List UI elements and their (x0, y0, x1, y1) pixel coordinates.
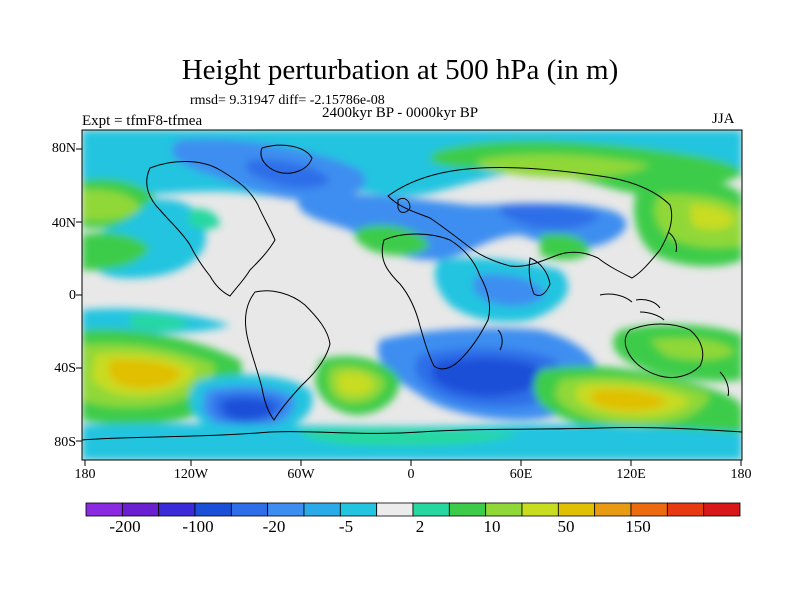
coast-australia (624, 323, 704, 379)
colorbar-swatch-17 (703, 502, 741, 517)
experiment-label: Expt = tfmF8-tfmea (82, 113, 203, 129)
coast-greenland (260, 144, 313, 174)
colorbar-swatch-2 (158, 502, 196, 517)
lon-tick-180e: 180 (730, 467, 752, 482)
colorbar-label-1: -100 (182, 517, 214, 536)
contour-na-lime (82, 189, 140, 221)
lon-tick-60e: 60E (509, 467, 533, 482)
coast-india (528, 257, 551, 297)
contour-southern-ocean-olive (590, 389, 668, 411)
coast-north-america (146, 161, 276, 297)
coast-antarctica (82, 426, 742, 441)
colorbar-swatch-14 (594, 502, 632, 517)
colorbar-swatch-9 (412, 502, 450, 517)
contour-nw-green (82, 232, 150, 271)
lat-tick-80s: 80S (54, 435, 76, 450)
lon-tick-120e: 120E (616, 467, 646, 482)
period-text: 2400kyr BP - 0000kyr BP (322, 105, 479, 121)
contour-south-atlantic-deepest (431, 358, 545, 397)
contour-indian-lime (650, 338, 735, 360)
colorbar-swatch-0 (85, 502, 123, 517)
contour-nw-teal (188, 208, 220, 230)
lat-tick-40n: 40N (51, 216, 76, 231)
axis-ticks (76, 148, 742, 466)
lon-tick-180w: 180 (74, 467, 96, 482)
colorbar-label-0: -200 (109, 517, 141, 536)
contour-s-atlantic-yellow (337, 372, 374, 396)
contour-asia-lime (477, 154, 650, 178)
colorbar-swatch-7 (339, 502, 378, 517)
colorbar-swatch-1 (121, 502, 160, 517)
colorbar-swatch-11 (485, 502, 523, 517)
lon-tick-60w: 60W (287, 467, 315, 482)
colorbar (85, 502, 741, 517)
colorbar-swatch-15 (630, 502, 668, 517)
contour-pacific-ne-yellow (690, 204, 735, 230)
contour-arctic-deep (246, 159, 330, 189)
colorbar-swatch-12 (521, 502, 559, 517)
colorbar-swatch-10 (448, 502, 487, 517)
season-label: JJA (712, 111, 735, 127)
contour-atlantic-green (354, 225, 430, 256)
colorbar-label-6: 50 (557, 517, 575, 536)
coast-japan (667, 231, 677, 253)
lon-tick-0: 0 (407, 467, 415, 482)
contour-eurasia-deep (499, 203, 600, 230)
lat-tick-40s: 40S (54, 361, 76, 376)
colorbar-swatch-3 (194, 502, 232, 517)
lat-tick-80n: 80N (51, 141, 76, 156)
contour-field (82, 130, 742, 460)
contour-eq-pacific-teal (130, 314, 190, 331)
contour-tibet-green (540, 233, 590, 260)
colorbar-label-5: 10 (483, 517, 501, 536)
lon-tick-120w: 120W (173, 467, 209, 482)
colorbar-label-4: 2 (415, 517, 425, 536)
contour-africa-blue (473, 274, 545, 307)
coast-madagascar (497, 329, 503, 351)
coastlines (82, 144, 742, 441)
colorbar-swatch-5 (267, 502, 305, 517)
colorbar-label-7: 150 (625, 517, 651, 536)
colorbar-swatch-8 (376, 502, 414, 517)
colorbar-swatch-16 (666, 502, 705, 517)
coast-africa (381, 233, 491, 370)
coast-indonesia (599, 293, 665, 321)
coast-new-zealand (719, 371, 729, 397)
coast-eurasia (387, 166, 673, 279)
contour-antarctic-teal (300, 427, 520, 447)
contour-south-pacific-olive (108, 359, 182, 389)
colorbar-swatch-4 (230, 502, 269, 517)
contour-drake-deepest (222, 398, 275, 420)
map-title: Height perturbation at 500 hPa (in m) (181, 54, 619, 86)
coast-south-america (245, 290, 331, 421)
colorbar-swatch-13 (557, 502, 596, 517)
coast-uk (397, 197, 411, 213)
lat-tick-0: 0 (69, 288, 76, 303)
colorbar-label-2: -20 (262, 517, 286, 536)
colorbar-label-3: -5 (338, 517, 354, 536)
stats-text: rmsd= 9.31947 diff= -2.15786e-08 (190, 93, 385, 108)
colorbar-swatch-6 (303, 502, 341, 517)
